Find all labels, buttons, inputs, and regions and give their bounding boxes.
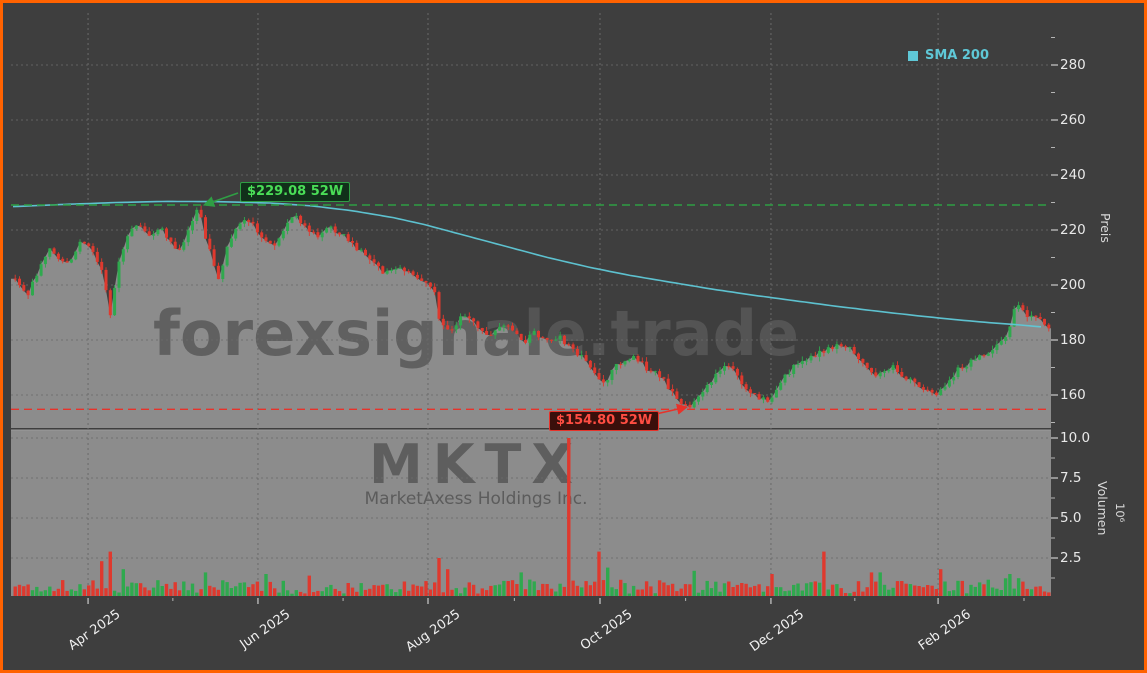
watermark-ticker: MKTX [369, 433, 583, 496]
price-axis-title: Preis [1098, 213, 1113, 243]
volume-axis-unit: 10⁶ [1113, 503, 1127, 523]
volume-axis-title: Volumen [1095, 481, 1110, 536]
sma-legend-swatch-icon [908, 50, 918, 61]
pane-fills [11, 209, 1051, 596]
legend-sma200: SMA 200 [908, 48, 989, 63]
52w-high-badge: $229.08 52W [240, 182, 351, 202]
52w-level-lines [11, 204, 1051, 410]
sma-legend-label: SMA 200 [925, 48, 990, 63]
52w-low-badge: $154.80 52W [549, 411, 660, 431]
watermark-domain: forexsignale.trade [153, 297, 799, 370]
volume-bars [13, 438, 1051, 596]
stock-chart-canvas: forexsignale.trade MKTX MarketAxess Hold… [11, 13, 1058, 604]
sma-200-line [12, 200, 1042, 328]
watermark: forexsignale.trade MKTX MarketAxess Hold… [153, 297, 799, 509]
candlesticks [13, 205, 1051, 410]
watermark-company: MarketAxess Holdings Inc. [365, 489, 588, 509]
